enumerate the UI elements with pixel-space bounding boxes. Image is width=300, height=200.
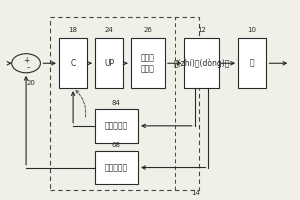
Text: -: - <box>27 63 30 72</box>
Text: 26: 26 <box>143 27 152 33</box>
Text: 20: 20 <box>27 80 36 86</box>
Text: UP: UP <box>104 59 114 68</box>
Text: 行程傳感器: 行程傳感器 <box>105 163 128 172</box>
Text: 位移傳感器: 位移傳感器 <box>105 121 128 130</box>
Text: 68: 68 <box>112 142 121 148</box>
Bar <box>238 38 266 88</box>
Bar <box>184 38 219 88</box>
Text: 24: 24 <box>105 27 113 33</box>
Text: C: C <box>70 59 76 68</box>
Text: 閥: 閥 <box>250 59 255 68</box>
Text: 10: 10 <box>248 27 256 33</box>
Text: +: + <box>23 56 29 65</box>
Text: 執(zhí)動(dòng)器: 執(zhí)動(dòng)器 <box>173 59 230 68</box>
Bar <box>95 38 123 88</box>
Text: 18: 18 <box>68 27 77 33</box>
Bar <box>130 38 165 88</box>
Text: 濾波及
繼電器: 濾波及 繼電器 <box>141 53 155 73</box>
Bar <box>59 38 87 88</box>
Bar <box>95 151 138 184</box>
Text: 12: 12 <box>197 27 206 33</box>
Text: 14: 14 <box>191 190 200 196</box>
Bar <box>95 109 138 143</box>
Text: 84: 84 <box>112 100 121 106</box>
Bar <box>50 17 199 190</box>
